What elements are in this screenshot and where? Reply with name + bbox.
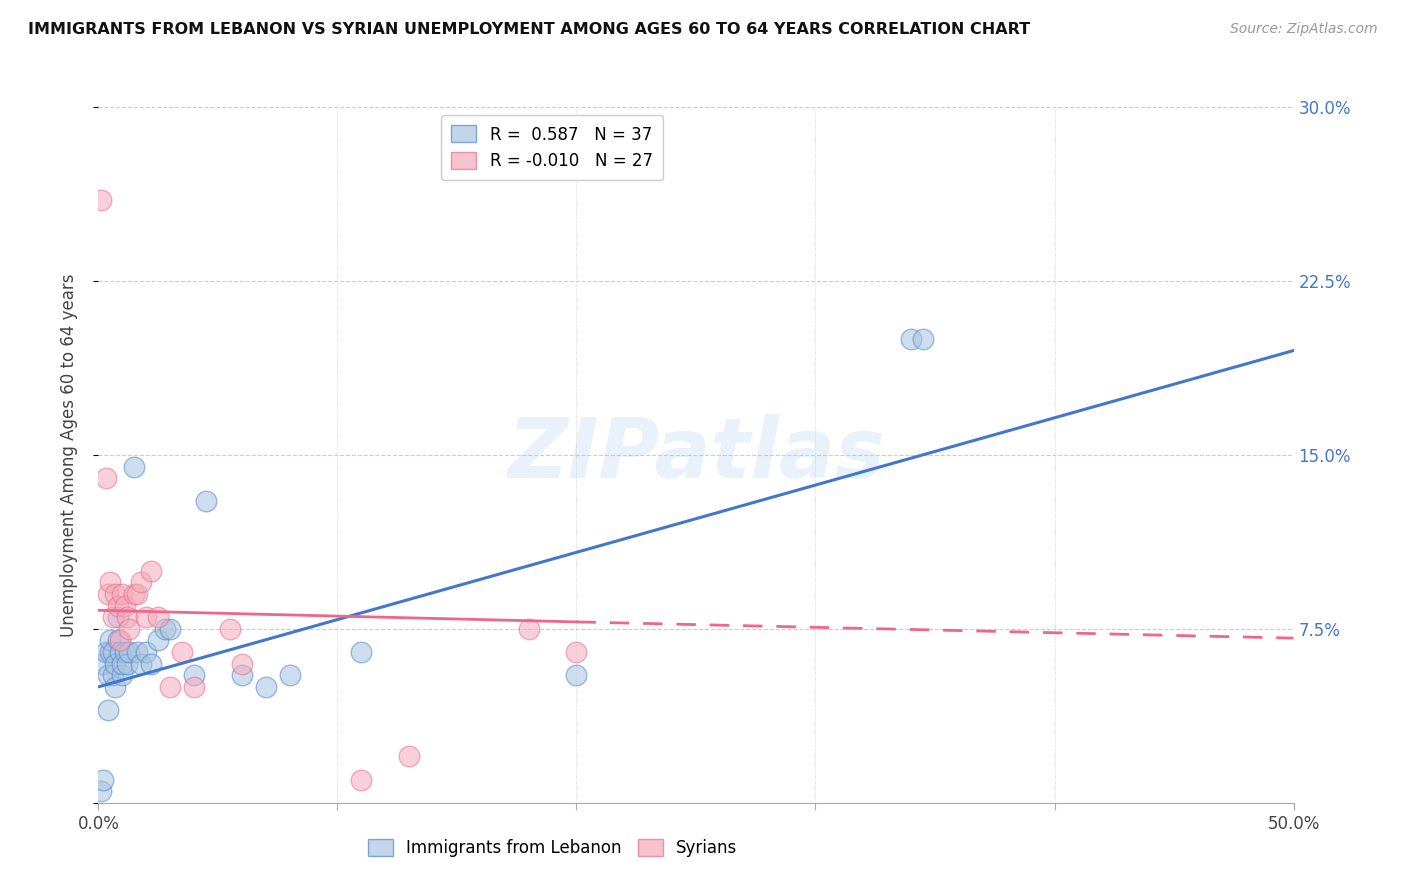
Point — [135, 610, 157, 624]
Point — [194, 494, 218, 508]
Point — [108, 645, 131, 659]
Point — [104, 587, 127, 601]
Point — [159, 680, 181, 694]
Point — [90, 193, 112, 207]
Text: ZIPatlas: ZIPatlas — [508, 415, 884, 495]
Point — [107, 599, 129, 613]
Point — [98, 575, 122, 590]
Text: IMMIGRANTS FROM LEBANON VS SYRIAN UNEMPLOYMENT AMONG AGES 60 TO 64 YEARS CORRELA: IMMIGRANTS FROM LEBANON VS SYRIAN UNEMPL… — [28, 22, 1031, 37]
Point — [254, 680, 277, 694]
Point — [107, 633, 129, 648]
Point — [135, 645, 157, 659]
Point — [517, 622, 540, 636]
Point — [114, 645, 136, 659]
Point — [111, 657, 134, 671]
Point — [139, 657, 162, 671]
Point — [101, 668, 124, 682]
Point — [107, 610, 129, 624]
Point — [398, 749, 420, 764]
Point — [148, 610, 170, 624]
Point — [565, 668, 588, 682]
Point — [131, 657, 153, 671]
Point — [108, 633, 131, 648]
Point — [231, 657, 253, 671]
Point — [900, 332, 922, 346]
Point — [94, 471, 117, 485]
Point — [183, 680, 205, 694]
Point — [97, 703, 120, 717]
Point — [115, 657, 138, 671]
Point — [114, 599, 136, 613]
Point — [97, 668, 120, 682]
Point — [118, 645, 141, 659]
Point — [172, 645, 194, 659]
Point — [139, 564, 162, 578]
Point — [104, 657, 127, 671]
Point — [124, 459, 146, 474]
Legend: Immigrants from Lebanon, Syrians: Immigrants from Lebanon, Syrians — [361, 832, 744, 864]
Point — [219, 622, 242, 636]
Y-axis label: Unemployment Among Ages 60 to 64 years: Unemployment Among Ages 60 to 64 years — [59, 273, 77, 637]
Point — [565, 645, 588, 659]
Point — [350, 645, 373, 659]
Point — [94, 645, 117, 659]
Point — [131, 575, 153, 590]
Point — [115, 610, 138, 624]
Point — [98, 645, 122, 659]
Point — [101, 610, 124, 624]
Point — [350, 772, 373, 787]
Point — [148, 633, 170, 648]
Point — [118, 622, 141, 636]
Point — [97, 587, 120, 601]
Point — [911, 332, 934, 346]
Point — [91, 772, 114, 787]
Point — [155, 622, 177, 636]
Point — [111, 668, 134, 682]
Point — [104, 680, 127, 694]
Point — [183, 668, 205, 682]
Point — [111, 587, 134, 601]
Point — [125, 587, 148, 601]
Point — [101, 645, 124, 659]
Point — [124, 587, 146, 601]
Point — [159, 622, 181, 636]
Point — [91, 657, 114, 671]
Point — [231, 668, 253, 682]
Point — [125, 645, 148, 659]
Point — [278, 668, 301, 682]
Text: Source: ZipAtlas.com: Source: ZipAtlas.com — [1230, 22, 1378, 37]
Point — [98, 633, 122, 648]
Point — [90, 784, 112, 798]
